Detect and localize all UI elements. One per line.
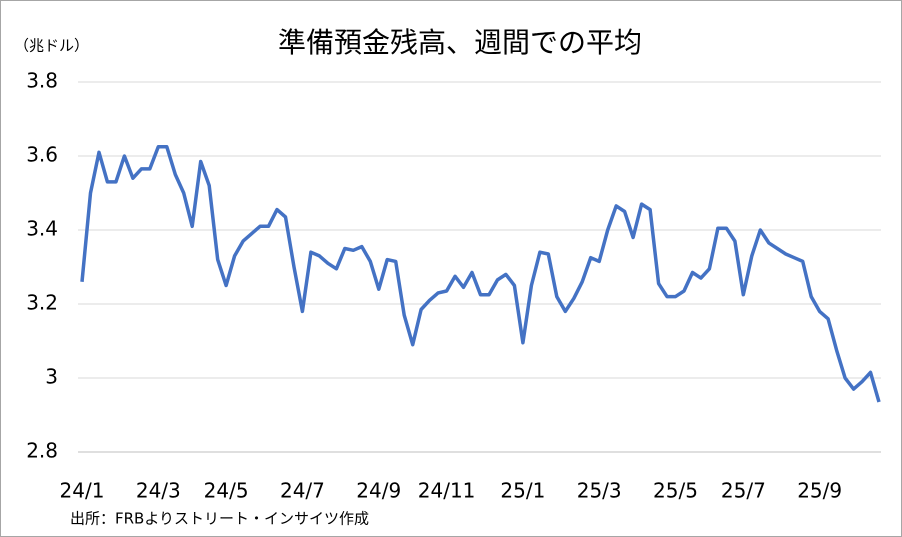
y-tick-label: 3.8 <box>26 69 58 93</box>
y-tick-label: 3.2 <box>26 291 58 315</box>
y-tick-label: 3 <box>45 365 58 389</box>
source-note: 出所：FRBよりストリート・インサイツ作成 <box>70 510 369 528</box>
x-tick-label: 25/1 <box>500 479 545 503</box>
x-tick-label: 24/1 <box>60 479 105 503</box>
x-tick-label: 24/3 <box>136 479 181 503</box>
x-tick-label: 24/11 <box>418 479 476 503</box>
x-tick-label: 24/7 <box>280 479 325 503</box>
x-tick-label: 24/9 <box>356 479 401 503</box>
chart-title: 準備預金残高、週間での平均 <box>278 26 642 59</box>
y-tick-label: 3.6 <box>26 143 58 167</box>
y-tick-label: 2.8 <box>26 439 58 463</box>
x-tick-label: 25/5 <box>653 479 698 503</box>
y-tick-label: 3.4 <box>26 217 58 241</box>
x-tick-label: 24/5 <box>204 479 249 503</box>
y-unit-label: （兆ドル） <box>14 37 89 55</box>
data-line <box>80 144 881 403</box>
x-tick-label: 25/9 <box>797 479 842 503</box>
x-tick-label: 25/7 <box>721 479 766 503</box>
x-tick-label: 25/3 <box>577 479 622 503</box>
